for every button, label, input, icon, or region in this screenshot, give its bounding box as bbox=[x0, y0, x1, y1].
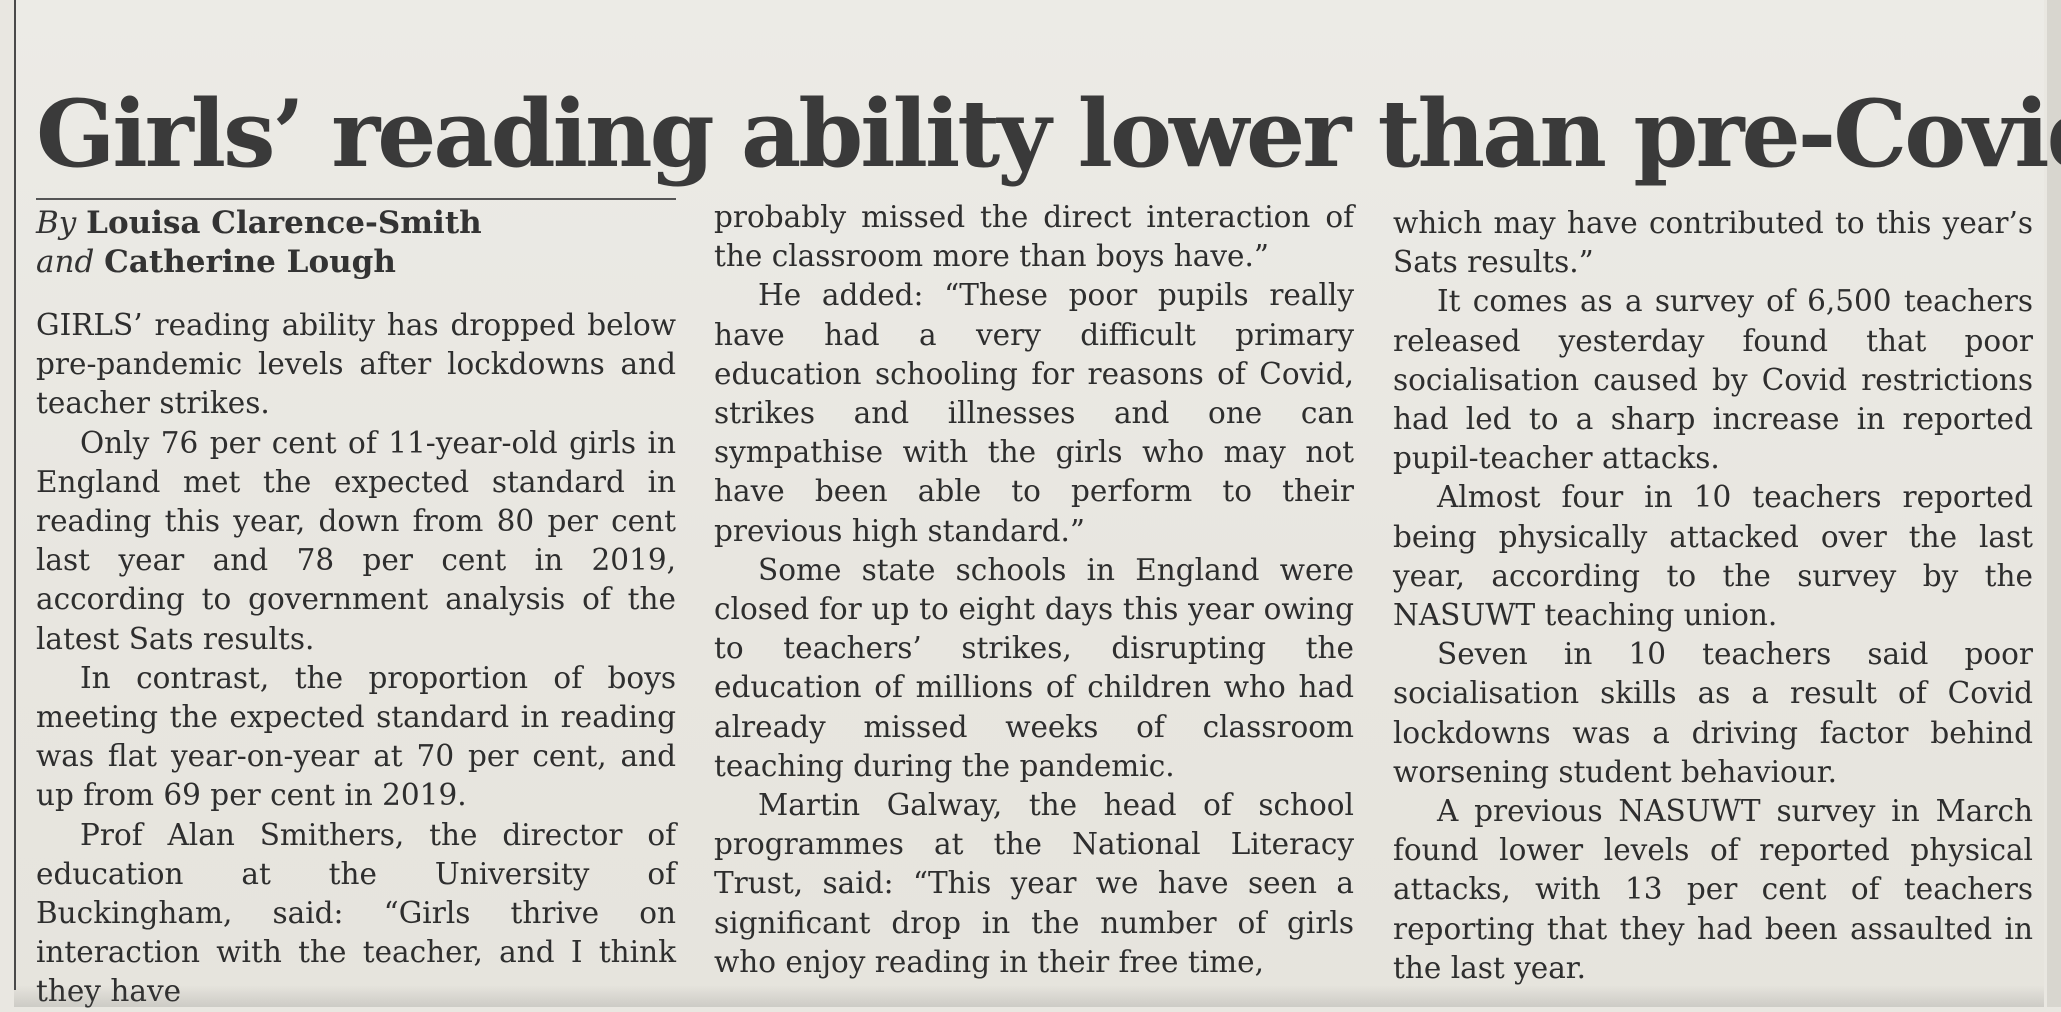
article-column-1: GIRLS’ reading ability has dropped below… bbox=[36, 306, 676, 1012]
byline-line-1: By Louisa Clarence-Smith bbox=[36, 204, 676, 243]
paragraph: which may have contributed to this year’… bbox=[1393, 206, 2033, 280]
byline-author-1: Louisa Clarence-Smith bbox=[86, 205, 482, 241]
byline-conjunction: and bbox=[36, 244, 95, 280]
paragraph: Prof Alan Smithers, the director of educ… bbox=[36, 817, 676, 1009]
paragraph: Martin Galway, the head of school progra… bbox=[714, 788, 1354, 979]
paragraph: Almost four in 10 teachers reported bein… bbox=[1393, 480, 2033, 633]
paragraph: A previous NASUWT survey in March found … bbox=[1393, 794, 2033, 985]
byline-author-2: Catherine Lough bbox=[104, 244, 396, 280]
paragraph: In contrast, the proportion of boys meet… bbox=[36, 660, 676, 813]
paragraph: Some state schools in England were close… bbox=[714, 552, 1354, 783]
headline: Girls’ reading ability lower than pre-Co… bbox=[36, 79, 2061, 189]
byline-prefix: By bbox=[36, 205, 77, 241]
paragraph: Only 76 per cent of 11-year-old girls in… bbox=[36, 425, 676, 656]
page-shadow bbox=[14, 985, 2044, 1007]
column-rule bbox=[14, 0, 16, 990]
article-column-2: probably missed the direct interaction o… bbox=[714, 198, 1354, 982]
paragraph: GIRLS’ reading ability has dropped below… bbox=[36, 308, 676, 421]
page-edge bbox=[2047, 0, 2061, 1007]
paragraph: He added: “These poor pupils really have… bbox=[714, 278, 1354, 548]
byline: By Louisa Clarence-Smith and Catherine L… bbox=[36, 204, 676, 282]
byline-divider bbox=[36, 198, 676, 200]
paragraph: probably missed the direct interaction o… bbox=[714, 200, 1354, 274]
paragraph: Seven in 10 teachers said poor socialisa… bbox=[1393, 637, 2033, 789]
byline-line-2: and Catherine Lough bbox=[36, 243, 676, 282]
paragraph: It comes as a survey of 6,500 teachers r… bbox=[1393, 284, 2033, 476]
article-column-3: which may have contributed to this year’… bbox=[1393, 204, 2033, 988]
newspaper-clipping bbox=[14, 0, 2044, 1007]
